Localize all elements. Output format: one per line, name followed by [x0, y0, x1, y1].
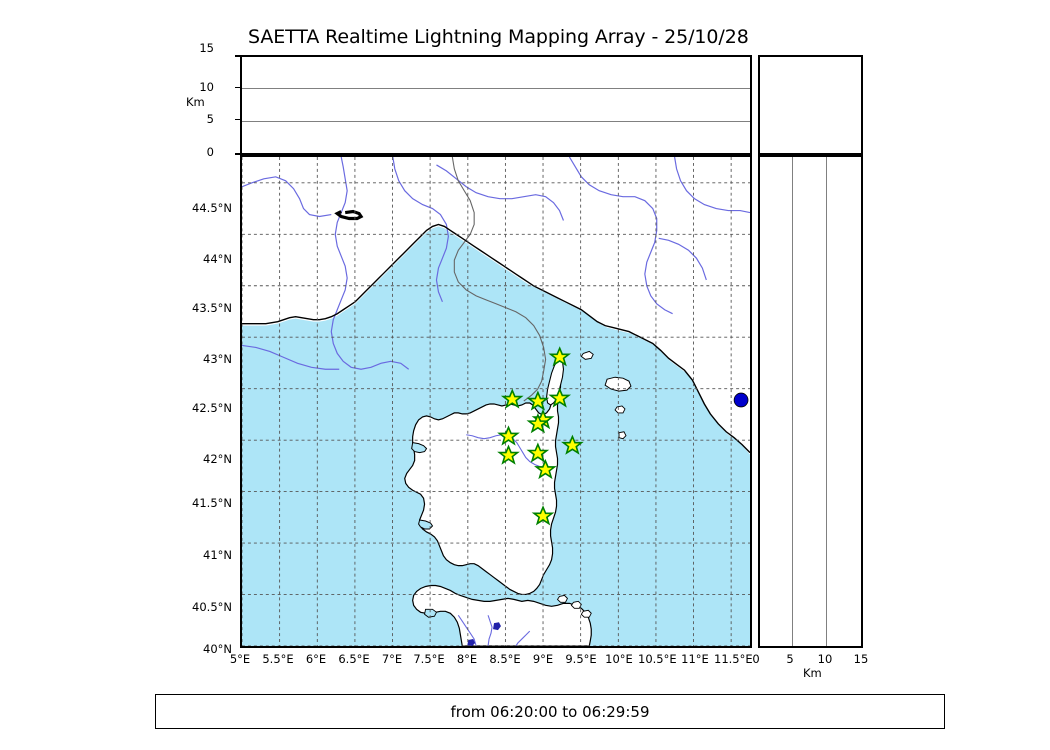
- station-marker: [561, 434, 584, 455]
- borders-layer: [451, 157, 547, 402]
- map-xtick-9E: 9°E: [532, 652, 554, 666]
- map-xtick-8.5E: 8.5°E: [489, 652, 521, 666]
- top-ytick-0: 0: [206, 145, 214, 159]
- map-ytick-43.5N: 43.5°N: [192, 301, 232, 315]
- map-xtick-7.5E: 7.5°E: [413, 652, 445, 666]
- top-panel-ylabel: Km: [186, 95, 205, 109]
- station-marker: [526, 390, 550, 411]
- station-marker: [531, 505, 555, 526]
- right-xtick-15: 15: [853, 652, 869, 666]
- corsica-island: [404, 357, 565, 596]
- map-ytick-41N: 41°N: [203, 548, 232, 562]
- station-marker: [497, 444, 520, 465]
- map-ytick-40N: 40°N: [203, 642, 232, 656]
- status-bar: from 06:20:00 to 06:29:59: [155, 694, 945, 729]
- map-xtick-10.5E: 10.5°E: [638, 652, 677, 666]
- top-ytick-mark-5: [235, 119, 240, 120]
- map-xtick-8E: 8°E: [456, 652, 478, 666]
- station-marker: [500, 388, 524, 409]
- station-marker: [497, 425, 520, 446]
- map-ytick-44.5N: 44.5°N: [192, 201, 232, 215]
- map-xtick-6E: 6°E: [305, 652, 327, 666]
- station-marker: [548, 346, 572, 367]
- map-plan-view-panel: [240, 155, 752, 648]
- right-panel-xlabel: Km: [803, 666, 822, 680]
- map-gridlines: [242, 157, 750, 646]
- right-xtick-5: 5: [786, 652, 794, 666]
- right-panel-gridline-5: [791, 157, 793, 646]
- top-ytick-15: 15: [199, 41, 214, 55]
- top-ytick-mark-0: [235, 153, 240, 155]
- corner-panel: [758, 55, 863, 155]
- map-svg: [242, 157, 750, 646]
- map-xtick-5E: 5°E: [229, 652, 251, 666]
- source-marker: [733, 392, 749, 408]
- map-xtick-7E: 7°E: [381, 652, 403, 666]
- station-marker: [548, 387, 572, 408]
- top-ytick-10: 10: [199, 80, 214, 94]
- land-layer: [242, 157, 750, 453]
- top-ytick-mark-10: [235, 87, 240, 88]
- map-xtick-6.5E: 6.5°E: [338, 652, 370, 666]
- top-panel-gridline-5: [242, 120, 750, 122]
- altitude-vs-latitude-panel: [758, 155, 863, 648]
- status-text: from 06:20:00 to 06:29:59: [450, 702, 650, 721]
- right-panel-gridline-10: [826, 157, 828, 646]
- right-xtick-0: 0: [752, 652, 760, 666]
- map-ytick-40.5N: 40.5°N: [192, 600, 232, 614]
- map-ytick-43N: 43°N: [203, 352, 232, 366]
- station-marker: [534, 458, 557, 480]
- station-markers-layer: [497, 346, 584, 526]
- station-marker: [526, 413, 550, 434]
- lightning-source-markers: [733, 392, 749, 408]
- map-xtick-9.5E: 9.5°E: [565, 652, 597, 666]
- map-xtick-11E: 11°E: [681, 652, 709, 666]
- station-marker: [526, 442, 550, 463]
- altitude-vs-longitude-panel: [240, 55, 752, 155]
- top-ytick-mark-15: [235, 55, 240, 57]
- page-title: SAETTA Realtime Lightning Mapping Array …: [248, 26, 749, 48]
- sardinia-island: [412, 584, 592, 646]
- top-panel-gridline-10: [242, 88, 750, 90]
- right-xtick-10: 10: [817, 652, 833, 666]
- map-ytick-41.5N: 41.5°N: [192, 496, 232, 510]
- map-xtick-5.5E: 5.5°E: [262, 652, 294, 666]
- map-ytick-42N: 42°N: [203, 452, 232, 466]
- top-ytick-5: 5: [206, 112, 214, 126]
- map-ytick-42.5N: 42.5°N: [192, 401, 232, 415]
- map-xtick-11.5E: 11.5°E: [714, 652, 753, 666]
- map-ytick-44N: 44°N: [203, 252, 232, 266]
- map-xtick-10E: 10°E: [605, 652, 633, 666]
